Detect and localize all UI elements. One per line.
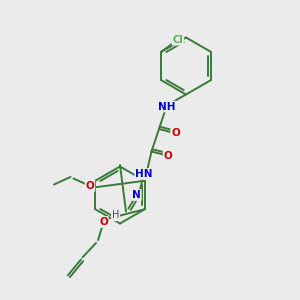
Text: O: O <box>85 181 94 191</box>
Text: HN: HN <box>135 169 153 179</box>
Text: Cl: Cl <box>172 35 183 45</box>
Text: N: N <box>132 190 141 200</box>
Text: O: O <box>164 151 172 161</box>
Text: O: O <box>99 217 108 227</box>
Text: H: H <box>112 210 119 220</box>
Text: NH: NH <box>158 101 175 112</box>
Text: O: O <box>171 128 180 139</box>
